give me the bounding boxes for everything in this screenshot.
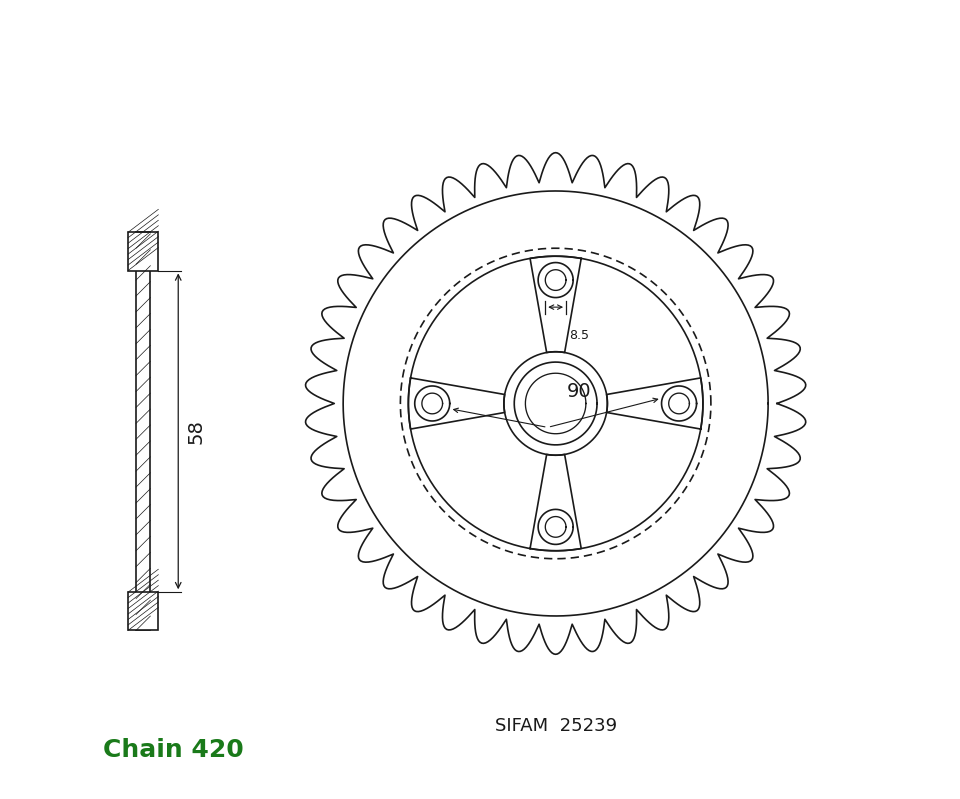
Bar bbox=[128, 233, 158, 271]
Text: 58: 58 bbox=[186, 419, 205, 443]
Polygon shape bbox=[539, 263, 573, 297]
Polygon shape bbox=[530, 378, 703, 551]
Polygon shape bbox=[415, 386, 449, 421]
Text: Chain 420: Chain 420 bbox=[103, 737, 244, 761]
Polygon shape bbox=[539, 510, 573, 544]
Polygon shape bbox=[408, 256, 581, 429]
Bar bbox=[136, 233, 151, 630]
Text: 90: 90 bbox=[567, 382, 592, 401]
Text: 8.5: 8.5 bbox=[569, 329, 589, 343]
Polygon shape bbox=[530, 256, 703, 429]
Bar bbox=[128, 592, 158, 630]
Polygon shape bbox=[661, 386, 697, 421]
Polygon shape bbox=[408, 378, 581, 551]
Text: SIFAM  25239: SIFAM 25239 bbox=[494, 717, 616, 735]
